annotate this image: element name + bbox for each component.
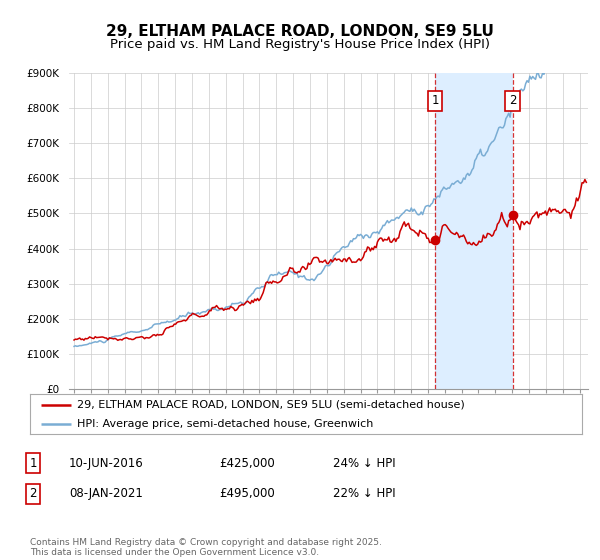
Bar [436,73,512,389]
Text: 29, ELTHAM PALACE ROAD, LONDON, SE9 5LU (semi-detached house): 29, ELTHAM PALACE ROAD, LONDON, SE9 5LU … [77,400,464,410]
Text: 10-JUN-2016: 10-JUN-2016 [69,456,144,470]
Text: Price paid vs. HM Land Registry's House Price Index (HPI): Price paid vs. HM Land Registry's House … [110,38,490,51]
Text: 2: 2 [29,487,37,501]
Text: 24% ↓ HPI: 24% ↓ HPI [333,456,395,470]
Text: Contains HM Land Registry data © Crown copyright and database right 2025.
This d: Contains HM Land Registry data © Crown c… [30,538,382,557]
Text: 1: 1 [431,95,439,108]
Text: £495,000: £495,000 [219,487,275,501]
Text: 29, ELTHAM PALACE ROAD, LONDON, SE9 5LU: 29, ELTHAM PALACE ROAD, LONDON, SE9 5LU [106,24,494,39]
Text: 08-JAN-2021: 08-JAN-2021 [69,487,143,501]
Text: HPI: Average price, semi-detached house, Greenwich: HPI: Average price, semi-detached house,… [77,419,373,429]
Text: 2: 2 [509,95,516,108]
Text: 22% ↓ HPI: 22% ↓ HPI [333,487,395,501]
Text: £425,000: £425,000 [219,456,275,470]
Text: 1: 1 [29,456,37,470]
